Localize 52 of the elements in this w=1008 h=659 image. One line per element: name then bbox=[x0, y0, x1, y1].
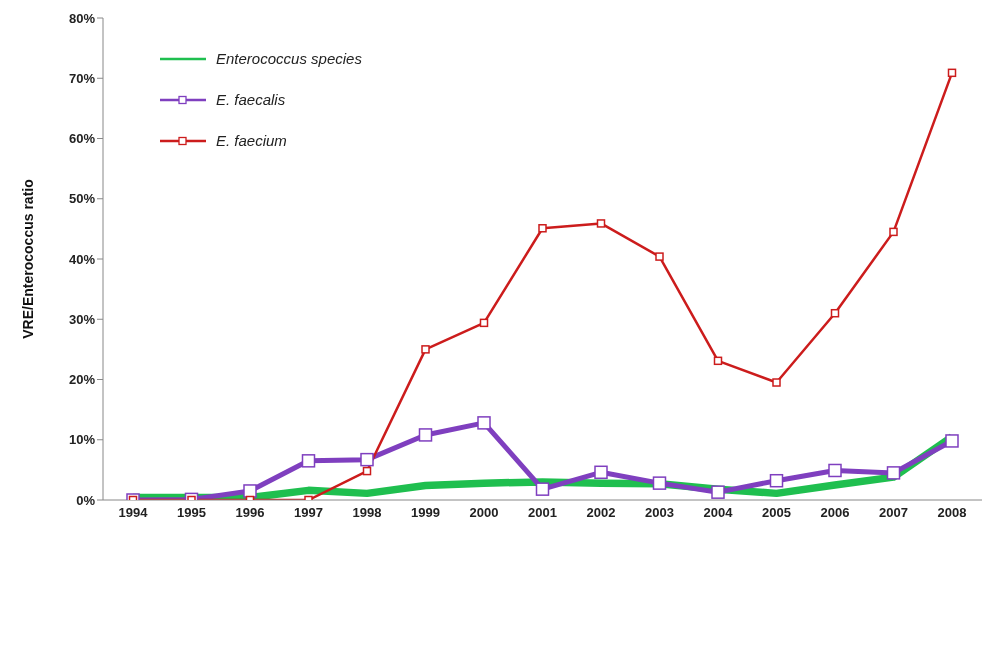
x-tick-label: 1996 bbox=[235, 505, 265, 521]
legend-label: E. faecium bbox=[216, 132, 287, 149]
point bbox=[421, 345, 430, 354]
point bbox=[828, 463, 842, 478]
y-tick-label: 20% bbox=[68, 372, 96, 388]
legend-label: E. faecalis bbox=[216, 91, 286, 108]
y-tick-label: 60% bbox=[68, 131, 96, 147]
y-tick-label: 0% bbox=[76, 492, 96, 508]
point bbox=[538, 224, 547, 233]
x-tick-label: 1999 bbox=[411, 505, 440, 521]
legend-label: Enterococcus species bbox=[216, 50, 362, 67]
x-tick-label: 2007 bbox=[879, 505, 908, 521]
point bbox=[655, 252, 664, 261]
point bbox=[830, 308, 840, 318]
x-tick-label: 2008 bbox=[937, 505, 967, 521]
point bbox=[886, 466, 901, 480]
point bbox=[301, 454, 316, 468]
point bbox=[594, 465, 608, 480]
point bbox=[889, 227, 898, 237]
x-tick-label: 2003 bbox=[645, 505, 674, 521]
point bbox=[945, 434, 959, 448]
x-tick-label: 2001 bbox=[528, 505, 557, 521]
y-axis-title: VRE/Enterococcus ratio bbox=[19, 179, 36, 339]
y-tick-label: 40% bbox=[68, 251, 96, 267]
x-tick-label: 1995 bbox=[177, 505, 206, 521]
point bbox=[479, 318, 489, 328]
point bbox=[652, 476, 667, 490]
x-tick-label: 1997 bbox=[294, 505, 323, 521]
y-tick-label: 30% bbox=[68, 311, 96, 327]
point bbox=[418, 428, 433, 442]
point bbox=[362, 466, 372, 476]
x-tick-label: 1994 bbox=[118, 505, 149, 521]
point bbox=[243, 484, 257, 498]
x-tick-label: 2002 bbox=[586, 505, 616, 521]
point bbox=[360, 452, 374, 467]
point bbox=[772, 378, 781, 387]
y-tick-label: 50% bbox=[68, 191, 96, 207]
y-tick-label: 10% bbox=[68, 432, 96, 448]
point bbox=[713, 356, 723, 366]
point bbox=[947, 68, 957, 78]
point bbox=[711, 485, 725, 499]
y-tick-label: 70% bbox=[68, 70, 96, 86]
point bbox=[477, 416, 491, 430]
point bbox=[596, 219, 606, 228]
x-tick-label: 2005 bbox=[762, 505, 791, 521]
x-tick-label: 2004 bbox=[703, 505, 734, 521]
x-tick-label: 2006 bbox=[820, 505, 850, 521]
x-tick-label: 2000 bbox=[469, 505, 499, 521]
y-tick-label: 80% bbox=[68, 10, 96, 26]
point bbox=[769, 473, 784, 488]
x-tick-label: 1998 bbox=[352, 505, 382, 521]
point bbox=[535, 482, 550, 496]
